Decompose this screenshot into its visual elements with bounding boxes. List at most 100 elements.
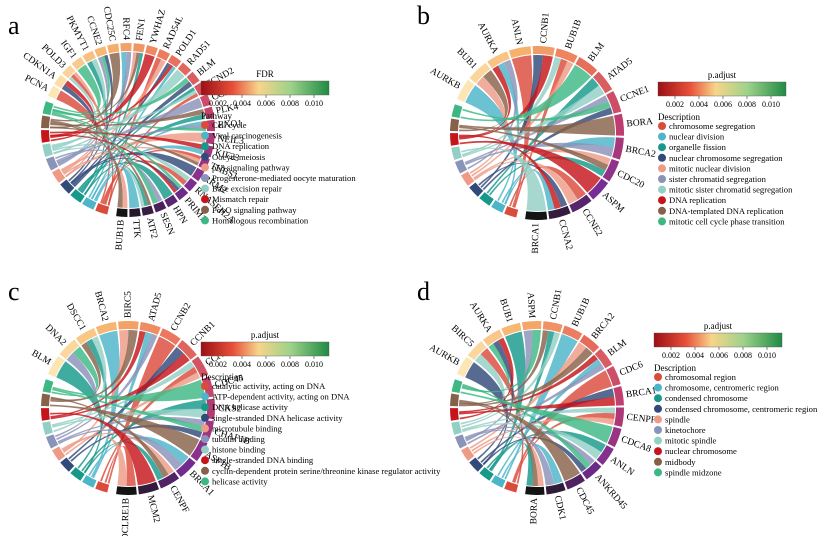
chord-ribbon: [467, 59, 518, 170]
legend-swatch: [654, 457, 662, 466]
gene-segment: [579, 334, 600, 353]
legend-swatch: [654, 436, 662, 445]
gene-label: BLM: [30, 349, 53, 368]
term-segment: [41, 115, 51, 129]
gene-segment: [47, 355, 65, 377]
legend-swatch: [201, 131, 209, 140]
gene-label: BUB1: [454, 47, 478, 72]
legend-swatch: [654, 468, 662, 477]
chord-ribbon: [50, 412, 156, 486]
gene-segment: [569, 194, 592, 213]
legend-item: Base excision repair: [212, 184, 282, 194]
colorbar: [200, 341, 330, 357]
chord-ribbon: [54, 352, 97, 438]
term-segment: [60, 457, 75, 472]
chord-ribbon: [497, 62, 520, 202]
gene-label: CCNB2: [169, 301, 193, 333]
gene-segment: [456, 356, 474, 377]
chord-ribbon: [52, 408, 206, 428]
gene-label: CKS2: [218, 404, 242, 414]
gene-label: BRCA1: [531, 223, 541, 254]
gene-label: CCNB1: [539, 12, 551, 44]
gene-label: NEIL3: [217, 134, 245, 147]
colorbar-title: FDR: [256, 69, 274, 79]
gene-label: BRCA2: [92, 290, 110, 322]
panel-letter: a: [8, 11, 20, 40]
legend-swatch: [654, 383, 662, 392]
gene-segment: [606, 91, 622, 114]
legend-item: mitotic spindle: [665, 436, 717, 446]
gene-segment: [206, 398, 216, 420]
colorbar-title: p.adjust: [704, 321, 733, 331]
chord-ribbon: [50, 120, 152, 206]
legend-item: Mismatch repair: [212, 194, 269, 204]
legend-item: mitotic nuclear division: [669, 163, 751, 173]
legend-swatch: [201, 216, 209, 225]
gene-segment: [587, 178, 609, 200]
chord-ribbon: [104, 57, 162, 205]
legend-item: mitotic sister chromatid segregation: [669, 185, 793, 195]
gene-segment: [467, 341, 487, 361]
gene-label: AURKA: [467, 300, 493, 334]
chord-ribbon: [62, 435, 127, 486]
term-segment: [451, 379, 463, 393]
colorbar-tick-label: 0.002: [666, 100, 684, 109]
legend-swatch: [658, 164, 666, 173]
panel-letter: d: [417, 277, 430, 306]
chord-ribbon: [462, 85, 605, 158]
colorbar-tick-label: 0.006: [257, 99, 275, 108]
term-segment: [45, 156, 59, 171]
gene-segment: [545, 482, 566, 495]
gene-label: ANLN: [509, 18, 524, 46]
legend-swatch: [654, 447, 662, 456]
legend-swatch: [201, 424, 209, 433]
legend-item: condensed chromosome: [665, 393, 748, 403]
gene-segment: [469, 62, 491, 84]
chord-ribbon: [497, 359, 602, 477]
chord-ribbon: [101, 149, 202, 204]
panel-letter: c: [8, 277, 20, 306]
gene-label: BLM: [606, 338, 629, 359]
gene-label: AURKB: [427, 343, 461, 368]
gene-label: CDC45: [573, 486, 595, 517]
legend-swatch: [658, 175, 666, 183]
term-segment: [479, 467, 494, 481]
legend-swatch: [658, 196, 666, 205]
gene-segment: [95, 321, 118, 335]
legend-swatch: [201, 121, 209, 129]
chord-ribbon: [482, 437, 587, 473]
chord-ribbon: [50, 404, 200, 456]
gene-segment: [117, 320, 139, 330]
legend-swatch: [201, 195, 209, 204]
legend-item: DNA helicase activity: [212, 402, 289, 412]
gene-segment: [614, 113, 625, 136]
gene-segment: [487, 51, 510, 69]
chord-ribbon: [50, 131, 205, 150]
gene-segment: [120, 43, 132, 52]
term-segment: [45, 434, 59, 449]
gene-segment: [606, 366, 621, 387]
gene-label: RFC4: [120, 17, 131, 40]
chord-ribbon: [52, 55, 110, 116]
chord-ribbon: [73, 81, 193, 188]
legend-swatch: [658, 132, 666, 141]
gene-label: ATAD5: [605, 56, 635, 82]
chord-ribbon: [461, 330, 541, 393]
colorbar-tick-label: 0.002: [209, 99, 227, 108]
gene-segment: [596, 445, 614, 466]
chord-ribbon: [467, 363, 605, 445]
term-segment: [461, 446, 475, 461]
legend-item: catalytic activity, acting on DNA: [212, 381, 326, 391]
term-segment: [461, 171, 475, 186]
legend-swatch: [201, 392, 209, 401]
gene-label: BORA: [529, 498, 540, 525]
legend-title: Description: [658, 112, 700, 122]
gene-segment: [199, 94, 212, 107]
gene-segment: [129, 208, 141, 217]
gene-label: BUB1: [497, 298, 514, 324]
term-segment: [95, 203, 110, 215]
gene-label: PLK4: [215, 102, 240, 116]
gene-segment: [582, 461, 602, 480]
gene-segment: [575, 57, 598, 76]
